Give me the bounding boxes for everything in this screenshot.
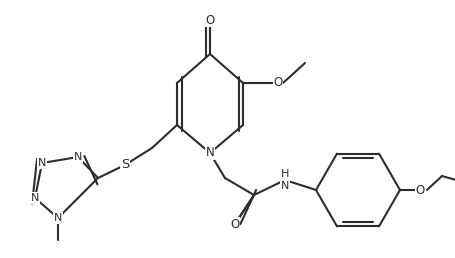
Text: N: N bbox=[74, 152, 82, 162]
Text: O: O bbox=[415, 183, 425, 197]
Text: O: O bbox=[273, 77, 283, 90]
Text: N: N bbox=[54, 213, 62, 223]
Text: N: N bbox=[206, 147, 214, 159]
Text: O: O bbox=[205, 13, 215, 27]
Text: H
N: H N bbox=[281, 169, 289, 191]
Text: O: O bbox=[230, 217, 240, 230]
Text: N: N bbox=[38, 158, 46, 168]
Text: S: S bbox=[121, 158, 129, 172]
Text: N: N bbox=[31, 193, 39, 203]
